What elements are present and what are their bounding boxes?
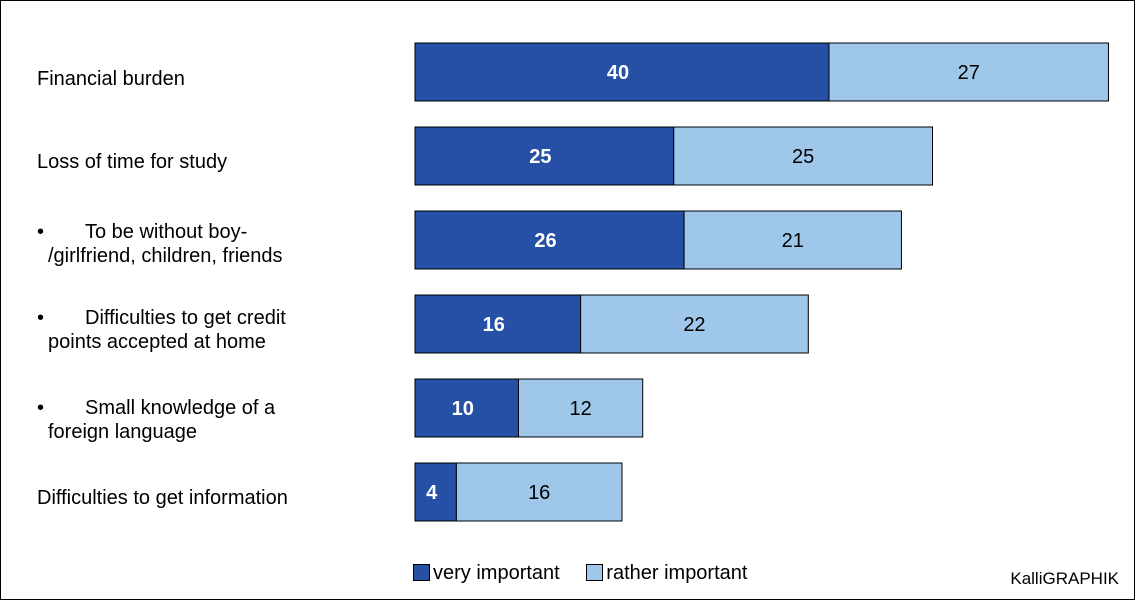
legend-swatch-very-important — [413, 564, 430, 581]
legend-item-very-important: very important — [413, 560, 560, 586]
data-label-very-important-0: 40 — [607, 62, 629, 84]
data-label-very-important-3: 16 — [483, 314, 505, 336]
category-label-4: • Small knowledge of a foreign language — [37, 397, 276, 443]
data-label-very-important-2: 26 — [534, 230, 556, 252]
bar-rather-important-2 — [683, 210, 902, 270]
category-label-0: Financial burden — [37, 68, 185, 90]
legend-label: very important — [433, 562, 560, 584]
bullet-marker: • — [37, 221, 45, 243]
category-label-1: Loss of time for study — [37, 151, 228, 173]
data-label-very-important-5: 4 — [426, 482, 438, 504]
data-label-rather-important-5: 16 — [528, 482, 550, 504]
category-label-2: • To be without boy- /girlfriend, childr… — [37, 221, 283, 267]
data-label-rather-important-4: 12 — [569, 398, 591, 420]
data-label-rather-important-1: 25 — [792, 146, 814, 168]
credit-label: KalliGRAPHIK — [1010, 569, 1119, 588]
category-label-3: • Difficulties to get credit points acce… — [37, 307, 286, 353]
bar-rather-important-1 — [673, 126, 933, 186]
bar-very-important-2 — [414, 210, 685, 270]
legend: very important rather important — [413, 560, 747, 586]
bar-rather-important-4 — [518, 378, 644, 438]
legend-label: rather important — [606, 562, 748, 584]
legend-swatch-rather-important — [586, 564, 604, 581]
bullet-marker: • — [37, 307, 45, 329]
bar-rather-important-0 — [828, 42, 1109, 102]
data-label-rather-important-0: 27 — [958, 62, 980, 84]
bar-rather-important-5 — [455, 462, 623, 522]
legend-item-rather-important: rather important — [586, 560, 747, 586]
bar-very-important-1 — [414, 126, 675, 186]
data-label-rather-important-3: 22 — [683, 314, 705, 336]
bullet-marker: • — [37, 397, 45, 419]
bar-very-important-0 — [414, 42, 830, 102]
category-label-5: Difficulties to get information — [37, 487, 288, 509]
data-label-rather-important-2: 21 — [782, 230, 804, 252]
data-label-very-important-4: 10 — [452, 398, 474, 420]
bar-rather-important-3 — [580, 294, 809, 354]
data-label-very-important-1: 25 — [529, 146, 551, 168]
bar-very-important-4 — [414, 378, 519, 438]
